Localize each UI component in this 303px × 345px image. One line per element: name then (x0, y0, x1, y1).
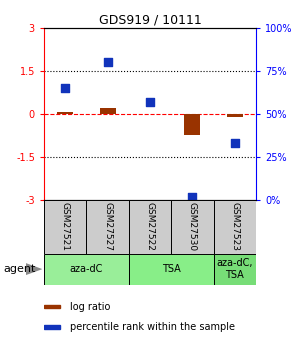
Point (232, 140, 237, 146)
Bar (129, 254, 214, 285)
Bar (171, 200, 214, 254)
Text: TSA: TSA (162, 264, 181, 274)
Bar (86, 200, 129, 254)
Text: aza-dC: aza-dC (70, 264, 103, 274)
Point (190, 194, 195, 199)
Text: agent: agent (3, 264, 35, 274)
Text: log ratio: log ratio (70, 302, 111, 312)
Bar (44, 325, 60, 329)
Title: GDS919 / 10111: GDS919 / 10111 (98, 13, 201, 27)
Bar (44, 200, 86, 254)
Bar (99, 108, 116, 114)
Point (148, 99, 152, 105)
Text: GSM27523: GSM27523 (230, 202, 239, 252)
Text: GSM27522: GSM27522 (145, 203, 155, 251)
Point (105, 59, 110, 65)
Text: aza-dC,
TSA: aza-dC, TSA (217, 258, 253, 280)
Bar (214, 200, 256, 254)
Text: GSM27530: GSM27530 (188, 202, 197, 252)
Bar (184, 114, 201, 135)
Text: GSM27521: GSM27521 (61, 202, 70, 252)
Bar (214, 254, 256, 285)
Bar (57, 112, 73, 114)
Text: GSM27527: GSM27527 (103, 202, 112, 252)
Point (63, 85, 68, 91)
Polygon shape (26, 263, 42, 275)
Text: percentile rank within the sample: percentile rank within the sample (70, 322, 235, 332)
Bar (227, 114, 243, 117)
Bar (44, 254, 129, 285)
Bar (44, 305, 60, 308)
Bar (129, 200, 171, 254)
